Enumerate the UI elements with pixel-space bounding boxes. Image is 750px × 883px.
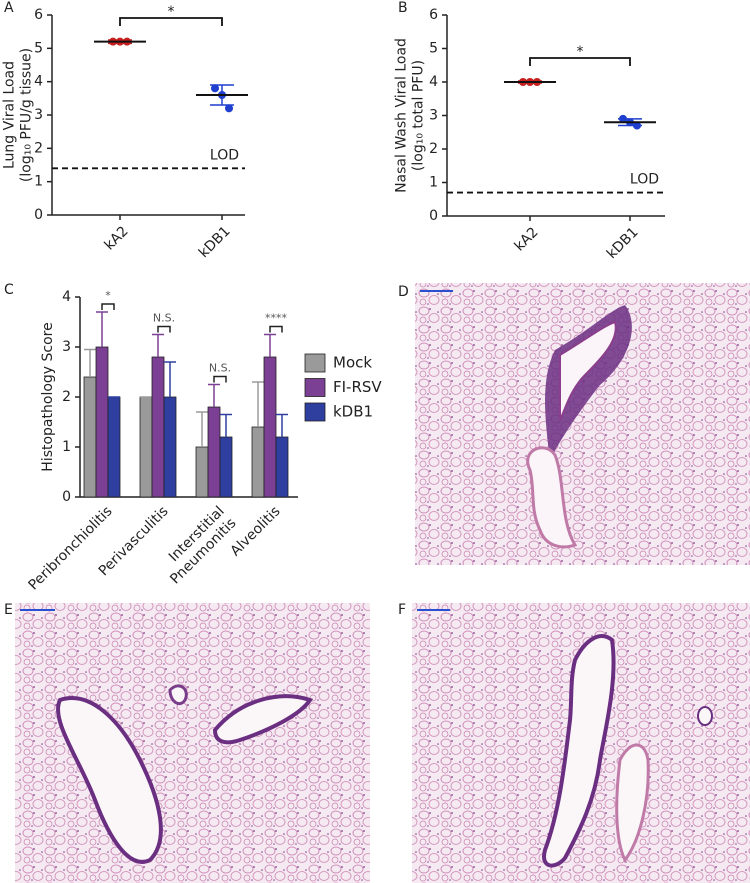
x-tick-label: kA2 <box>102 223 132 253</box>
significance-label: N.S. <box>209 362 231 375</box>
y-tick-label: 6 <box>34 7 43 23</box>
x-tick-label: kDB1 <box>604 224 642 262</box>
y-tick-label: 3 <box>34 107 43 123</box>
panel-label: B <box>398 0 408 16</box>
panel-label: E <box>4 602 13 618</box>
panel-label: A <box>4 0 14 16</box>
bar <box>107 396 121 498</box>
bar <box>275 436 289 498</box>
legend-label: FI-RSV <box>333 378 382 396</box>
legend-label: Mock <box>333 354 372 372</box>
histology-image-e <box>15 603 370 883</box>
x-tick-label: kA2 <box>512 224 542 254</box>
panel-label: D <box>398 284 409 300</box>
y-axis-label: Lung Viral Load(log₁₀ PFU/g tissue) <box>2 48 35 182</box>
y-tick-label: 5 <box>34 40 43 56</box>
bar <box>95 346 109 498</box>
bar <box>251 426 265 498</box>
bar <box>151 356 165 498</box>
bar <box>195 446 209 498</box>
y-tick-label: 5 <box>429 41 438 57</box>
bar <box>163 396 177 498</box>
legend-swatch <box>304 353 326 373</box>
significance-label: * <box>168 4 175 20</box>
significance-bracket <box>157 325 171 333</box>
data-point <box>633 121 641 130</box>
histology-image-d <box>415 283 750 565</box>
significance-label: * <box>577 44 584 60</box>
significance-bracket <box>119 17 223 26</box>
bar <box>83 376 97 498</box>
data-point <box>619 114 627 123</box>
histology-image-f <box>412 603 750 883</box>
significance-label: **** <box>265 312 288 325</box>
significance-label: N.S. <box>153 312 175 325</box>
x-tick-label: Peribronchiolitis <box>26 503 116 593</box>
y-tick-label: 2 <box>62 389 71 405</box>
legend-swatch <box>304 402 326 422</box>
significance-bracket <box>269 325 283 333</box>
reference-label: LOD <box>210 147 239 163</box>
y-tick-label: 6 <box>429 7 438 23</box>
x-tick-label: Alveolitis <box>228 503 284 559</box>
legend-swatch <box>304 378 326 397</box>
bar <box>219 436 233 498</box>
y-tick-label: 3 <box>62 339 71 355</box>
y-tick-label: 4 <box>34 74 43 90</box>
bar <box>263 356 277 498</box>
significance-bracket <box>213 375 227 383</box>
significance-bracket <box>529 57 631 66</box>
y-tick-label: 0 <box>62 489 71 505</box>
reference-label: LOD <box>630 172 659 188</box>
data-point <box>211 84 219 93</box>
y-tick-label: 1 <box>62 439 71 455</box>
y-tick-label: 4 <box>62 289 71 305</box>
significance-label: * <box>105 289 111 302</box>
data-point <box>225 104 233 113</box>
legend-label: kDB1 <box>333 403 373 421</box>
y-tick-label: 3 <box>429 108 438 124</box>
y-tick-label: 1 <box>34 174 43 190</box>
y-tick-label: 1 <box>429 175 438 191</box>
bar <box>139 396 153 498</box>
y-tick-label: 2 <box>34 140 43 156</box>
bar <box>207 406 221 498</box>
y-axis-label: Nasal Wash Viral Load(log₁₀ total PFU) <box>394 38 427 193</box>
x-tick-label: kDB1 <box>196 223 234 261</box>
significance-bracket <box>101 303 115 310</box>
y-axis-label: Histopathology Score <box>40 322 56 471</box>
y-tick-label: 4 <box>429 74 438 90</box>
y-tick-label: 0 <box>429 208 438 224</box>
panel-label: C <box>4 282 14 298</box>
y-tick-label: 0 <box>34 207 43 223</box>
panel-label: F <box>398 602 406 618</box>
y-tick-label: 2 <box>429 141 438 157</box>
